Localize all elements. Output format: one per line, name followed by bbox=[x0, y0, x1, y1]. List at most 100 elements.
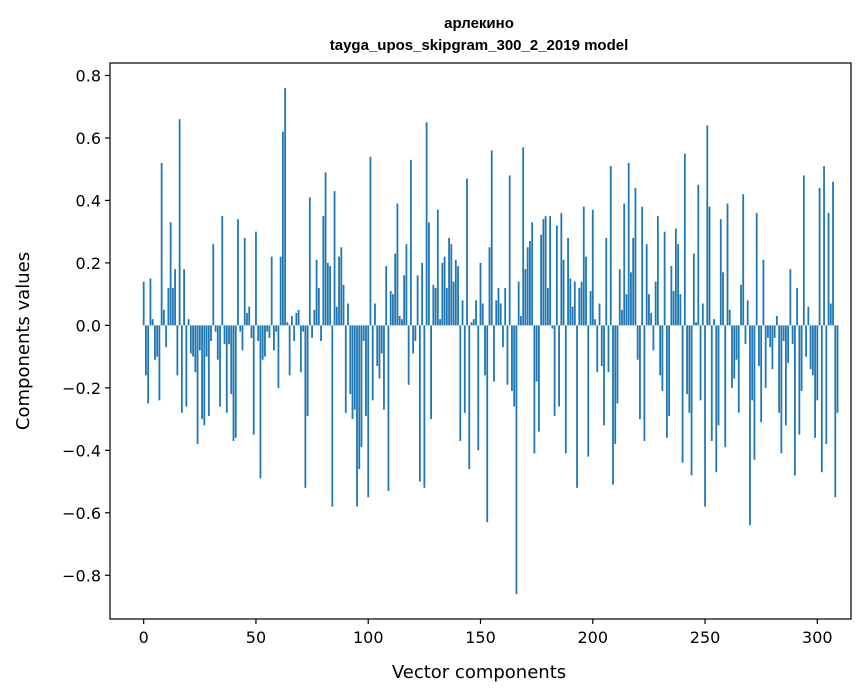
bar bbox=[773, 325, 776, 338]
x-tick-label: 300 bbox=[802, 628, 833, 647]
bar bbox=[167, 287, 170, 326]
bar bbox=[232, 325, 235, 441]
y-tick-label: −0.8 bbox=[62, 566, 101, 585]
bar bbox=[668, 325, 671, 416]
bar bbox=[394, 253, 397, 326]
bar bbox=[683, 153, 686, 326]
bar bbox=[237, 219, 239, 326]
y-tick-label: 0.4 bbox=[76, 191, 101, 210]
x-tick-label: 150 bbox=[465, 628, 496, 647]
bar bbox=[623, 203, 626, 326]
bar bbox=[463, 325, 466, 413]
bar bbox=[246, 312, 248, 326]
bar bbox=[526, 247, 529, 326]
bar bbox=[293, 325, 296, 341]
bar bbox=[825, 325, 828, 445]
bar bbox=[457, 266, 459, 326]
bar bbox=[659, 325, 662, 376]
bar bbox=[632, 237, 635, 326]
bar bbox=[362, 325, 365, 341]
bar bbox=[814, 325, 816, 438]
bar bbox=[198, 325, 201, 351]
bar bbox=[329, 266, 331, 326]
bar bbox=[212, 244, 215, 326]
bar bbox=[735, 325, 738, 360]
bar bbox=[816, 325, 819, 401]
bar bbox=[315, 259, 318, 326]
bar bbox=[573, 281, 576, 326]
bar bbox=[205, 325, 208, 357]
bar bbox=[380, 325, 383, 354]
bar bbox=[221, 216, 224, 326]
bar bbox=[636, 325, 639, 360]
x-axis-label: Vector components bbox=[392, 662, 566, 683]
bar bbox=[183, 269, 185, 326]
bar bbox=[439, 319, 441, 326]
bar bbox=[778, 325, 781, 413]
bar bbox=[614, 325, 617, 445]
bar bbox=[511, 325, 513, 391]
bar bbox=[504, 287, 507, 326]
bar bbox=[322, 216, 325, 326]
bar bbox=[207, 325, 210, 416]
bar bbox=[531, 222, 534, 326]
bar bbox=[560, 212, 563, 326]
bar bbox=[805, 325, 807, 357]
bar bbox=[639, 325, 641, 420]
bar bbox=[663, 231, 666, 326]
bar bbox=[365, 325, 367, 416]
bar bbox=[674, 228, 677, 326]
bar bbox=[764, 325, 767, 388]
bar bbox=[650, 312, 653, 326]
y-axis-label: Components values bbox=[13, 252, 34, 430]
bar-series bbox=[142, 87, 839, 595]
bar bbox=[158, 325, 161, 401]
x-tick-label: 100 bbox=[353, 628, 384, 647]
bar bbox=[612, 325, 614, 485]
bar bbox=[180, 325, 183, 413]
bar bbox=[591, 209, 594, 326]
bar bbox=[490, 150, 493, 326]
bar bbox=[542, 219, 545, 326]
bar bbox=[149, 278, 152, 326]
bar bbox=[587, 325, 590, 457]
bar bbox=[414, 325, 417, 341]
bar bbox=[665, 325, 668, 438]
y-tick-label: −0.6 bbox=[62, 504, 101, 523]
bar bbox=[758, 325, 760, 366]
bar bbox=[320, 325, 322, 341]
bar bbox=[585, 256, 587, 326]
bar bbox=[219, 325, 221, 407]
bar bbox=[648, 294, 650, 326]
bar bbox=[340, 247, 343, 326]
bar bbox=[351, 325, 354, 420]
bar bbox=[223, 325, 226, 345]
bar bbox=[672, 291, 675, 326]
bar bbox=[555, 225, 558, 326]
bar bbox=[468, 325, 471, 470]
y-tick-label: −0.2 bbox=[62, 379, 101, 398]
bar bbox=[239, 325, 242, 332]
bar bbox=[396, 203, 399, 326]
bar bbox=[731, 325, 733, 388]
bar bbox=[677, 244, 679, 326]
bar bbox=[558, 325, 560, 407]
bar bbox=[448, 237, 450, 326]
bar bbox=[286, 322, 289, 326]
bar bbox=[356, 325, 358, 507]
bar bbox=[376, 325, 379, 366]
bar bbox=[820, 325, 823, 473]
bar bbox=[789, 269, 792, 326]
bar bbox=[546, 287, 549, 326]
bar bbox=[811, 325, 814, 376]
bar bbox=[520, 316, 522, 326]
bar bbox=[793, 325, 796, 476]
bar bbox=[308, 197, 311, 326]
bar bbox=[486, 325, 489, 523]
bar bbox=[690, 325, 693, 476]
bar bbox=[176, 325, 179, 376]
bar bbox=[746, 300, 749, 326]
bar bbox=[751, 325, 754, 401]
bar bbox=[436, 209, 439, 326]
bar bbox=[569, 278, 572, 326]
